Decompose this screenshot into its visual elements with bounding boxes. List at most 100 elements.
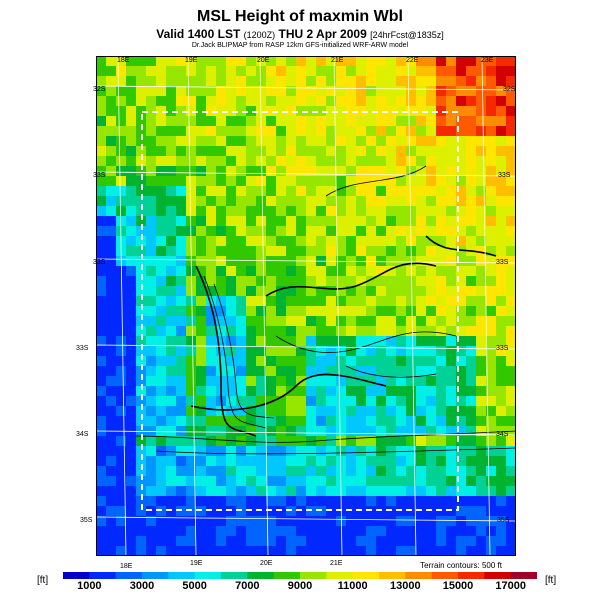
height-cell	[306, 176, 317, 187]
height-cell	[296, 496, 307, 507]
height-cell	[406, 376, 417, 387]
height-cell	[486, 116, 497, 127]
height-cell	[106, 516, 117, 527]
height-cell	[356, 116, 367, 127]
height-cell	[396, 536, 407, 547]
height-cell	[456, 66, 467, 77]
height-cell	[426, 496, 437, 507]
height-cell	[336, 166, 347, 177]
height-cell	[296, 296, 307, 307]
height-cell	[476, 186, 487, 197]
height-cell	[276, 226, 287, 237]
height-cell	[486, 156, 497, 167]
height-cell	[406, 546, 417, 556]
lat-label: 35S	[497, 517, 510, 524]
height-cell	[426, 346, 437, 357]
height-cell	[106, 326, 117, 337]
height-cell	[266, 456, 277, 467]
height-cell	[306, 116, 317, 127]
height-cell	[476, 246, 487, 257]
height-cell	[136, 476, 147, 487]
height-cell	[256, 76, 267, 87]
height-cell	[356, 226, 367, 237]
height-cell	[476, 486, 487, 497]
height-cell	[176, 156, 187, 167]
height-cell	[116, 66, 127, 77]
height-cell	[416, 246, 427, 257]
height-cell	[266, 76, 277, 87]
height-cell	[336, 366, 347, 377]
height-cell	[416, 486, 427, 497]
height-cell	[446, 406, 457, 417]
height-cell	[106, 236, 117, 247]
height-cell	[476, 156, 487, 167]
lon-label: 18E	[117, 57, 130, 64]
height-cell	[366, 86, 377, 97]
height-cell	[186, 316, 197, 327]
height-cell	[146, 536, 157, 547]
height-cell	[276, 166, 287, 177]
height-cell	[446, 506, 457, 517]
height-cell	[116, 206, 127, 217]
height-cell	[466, 136, 477, 147]
height-cell	[116, 416, 127, 427]
height-cell	[396, 146, 407, 157]
height-cell	[446, 376, 457, 387]
height-cell	[236, 476, 247, 487]
height-cell	[226, 346, 237, 357]
height-cell	[286, 366, 297, 377]
height-cell	[416, 326, 427, 337]
height-cell	[216, 116, 227, 127]
height-cell	[396, 66, 407, 77]
height-cell	[156, 456, 167, 467]
height-cell	[386, 526, 397, 537]
height-cell	[376, 426, 387, 437]
height-cell	[446, 226, 457, 237]
height-cell	[416, 506, 427, 517]
height-cell	[456, 106, 467, 117]
height-cell	[496, 286, 507, 297]
height-cell	[196, 466, 207, 477]
height-cell	[116, 286, 127, 297]
height-cell	[236, 316, 247, 327]
height-cell	[406, 416, 417, 427]
height-cell	[266, 376, 277, 387]
height-cell	[386, 326, 397, 337]
height-cell	[276, 256, 287, 267]
height-cell	[396, 426, 407, 437]
height-cell	[446, 366, 457, 377]
height-cell	[396, 506, 407, 517]
height-cell	[356, 176, 367, 187]
height-cell	[386, 486, 397, 497]
height-cell	[126, 406, 137, 417]
height-cell	[286, 66, 297, 77]
height-cell	[336, 476, 347, 487]
height-cell	[406, 316, 417, 327]
height-cell	[156, 526, 167, 537]
height-cell	[386, 96, 397, 107]
height-cell	[266, 126, 277, 137]
height-cell	[126, 266, 137, 277]
height-cell	[186, 306, 197, 317]
height-cell	[486, 166, 497, 177]
height-cell	[286, 226, 297, 237]
height-cell	[386, 316, 397, 327]
height-cell	[106, 286, 117, 297]
height-cell	[156, 86, 167, 97]
height-cell	[336, 66, 347, 77]
height-cell	[316, 76, 327, 87]
height-cell	[116, 196, 127, 207]
height-cell	[186, 176, 197, 187]
height-cell	[246, 206, 257, 217]
height-cell	[346, 426, 357, 437]
height-cell	[346, 446, 357, 457]
height-cell	[126, 466, 137, 477]
colorbar-swatch	[142, 572, 169, 579]
height-cell	[486, 226, 497, 237]
height-cell	[316, 546, 327, 556]
height-cell	[206, 436, 217, 447]
height-cell	[416, 236, 427, 247]
height-cell	[336, 126, 347, 137]
height-cell	[346, 146, 357, 157]
height-cell	[506, 246, 516, 257]
